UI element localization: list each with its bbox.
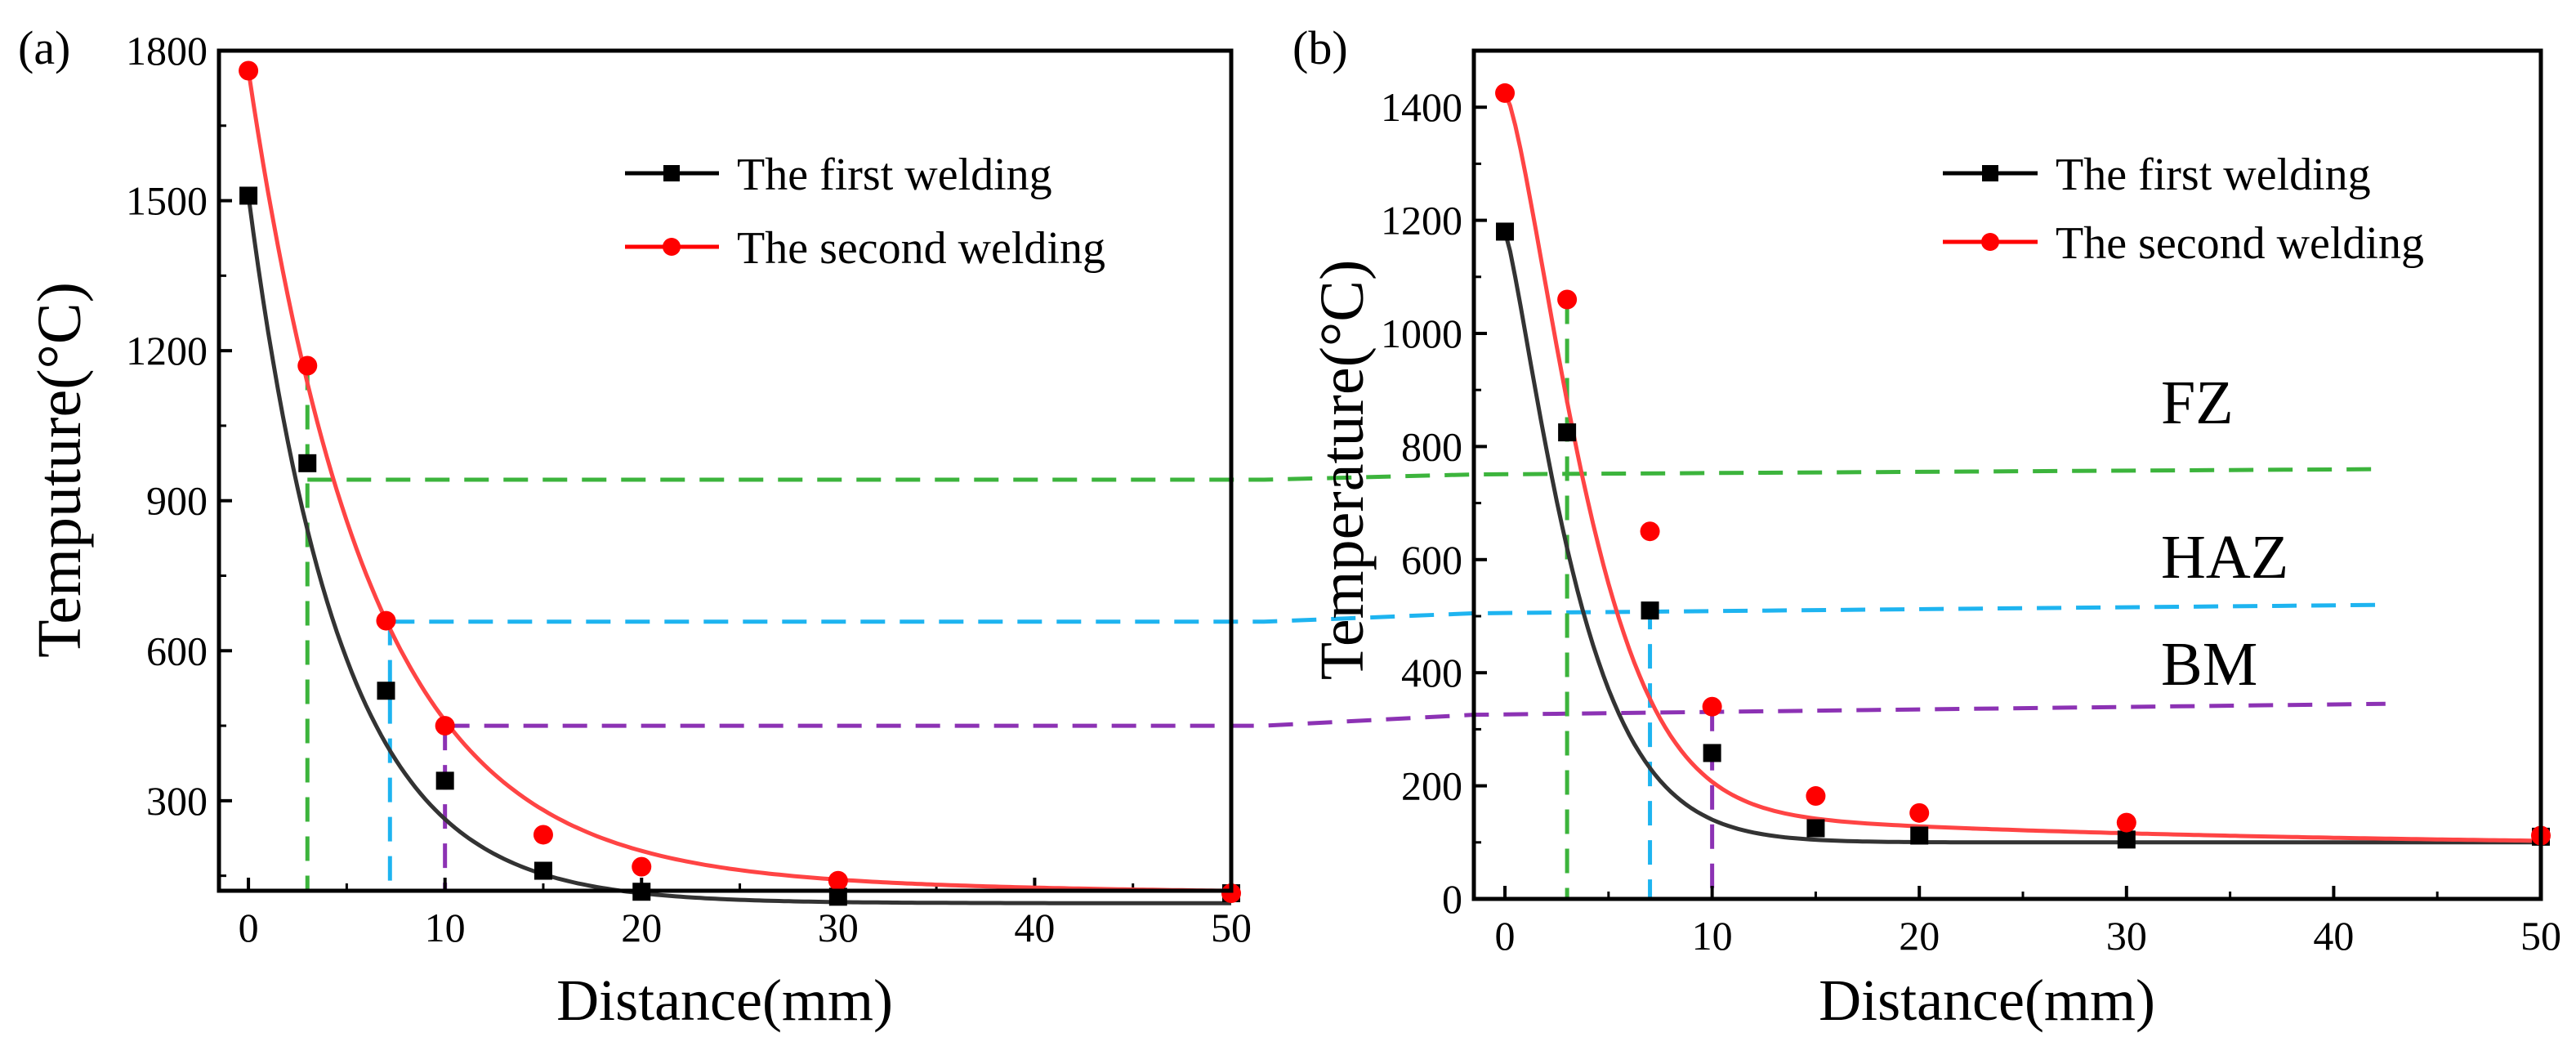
y-tick-label: 600 xyxy=(1401,537,1462,583)
x-tick-label: 30 xyxy=(818,905,859,950)
y-tick-label: 300 xyxy=(146,778,208,824)
y-tick-label: 1200 xyxy=(126,328,208,373)
data-point-first-welding xyxy=(2117,830,2136,849)
data-point-first-welding xyxy=(377,682,395,700)
x-tick-label: 0 xyxy=(239,905,259,950)
data-point-second-welding xyxy=(1640,521,1660,542)
data-point-first-welding xyxy=(1703,744,1721,762)
data-point-second-welding xyxy=(2116,812,2136,833)
y-tick-label: 400 xyxy=(1401,650,1462,695)
x-tick-label: 10 xyxy=(425,905,466,950)
x-tick-label: 10 xyxy=(1692,913,1733,959)
panel-a-label: (a) xyxy=(18,21,70,74)
data-point-second-welding xyxy=(297,355,318,376)
x-tick-label: 40 xyxy=(1014,905,1055,950)
panel-b-plot-frame xyxy=(1471,48,2543,901)
y-tick-label: 1500 xyxy=(126,178,208,224)
panel-a-legend-marker-second xyxy=(663,238,681,256)
data-point-first-welding xyxy=(1558,423,1577,442)
data-point-second-welding xyxy=(1557,289,1578,310)
panel-b-fit-curve-second xyxy=(1502,92,2541,843)
panel-b-fit-curves xyxy=(1502,92,2541,845)
panel-a-fit-curves xyxy=(246,70,1232,905)
y-tick-label: 600 xyxy=(146,628,208,673)
data-point-first-welding xyxy=(298,454,317,472)
data-point-second-welding xyxy=(1221,883,1241,904)
panel-a-fit-curve-second xyxy=(246,70,1232,893)
data-point-second-welding xyxy=(632,856,652,877)
y-tick-label: 1200 xyxy=(1381,198,1462,244)
data-point-first-welding xyxy=(239,186,258,205)
y-tick-label: 1800 xyxy=(126,28,208,74)
panel-a-x-axis-label: Distance(mm) xyxy=(556,968,893,1033)
zone-label-bm: BM xyxy=(2161,630,2257,699)
reference-line-haz xyxy=(390,602,2386,624)
data-point-second-welding xyxy=(239,60,259,81)
y-tick-label: 900 xyxy=(146,478,208,524)
data-point-first-welding xyxy=(1910,826,1929,845)
data-point-second-welding xyxy=(1702,696,1722,717)
panel-b-legend-text-second: The second welding xyxy=(2056,218,2424,269)
x-tick-label: 50 xyxy=(2520,913,2561,959)
data-point-second-welding xyxy=(1909,802,1930,823)
panel-a-legend-marker-first xyxy=(663,165,680,181)
panel-a-y-axis-label: Temputure(°C) xyxy=(25,282,94,658)
panel-a-legend: The first welding The second welding xyxy=(625,150,1105,274)
zone-label-fz: FZ xyxy=(2161,369,2234,437)
panel-b-ticks: 0 10 20 30 40 50 0 200 400 600 800 1000 1200 1400 xyxy=(1381,84,2561,959)
data-point-first-welding xyxy=(1641,601,1659,620)
panel-b-y-axis-label: Temperature(°C) xyxy=(1308,260,1377,681)
panel-a-data-marks xyxy=(239,60,1241,906)
y-tick-label: 1400 xyxy=(1381,84,1462,130)
x-tick-label: 20 xyxy=(1899,913,1940,959)
data-point-second-welding xyxy=(1806,786,1826,807)
panel-a-chart: (a) Temputure(°C) Distance(mm) 0 10 20 30 40… xyxy=(18,21,1252,1033)
panel-b-label: (b) xyxy=(1292,21,1348,74)
data-point-first-welding xyxy=(534,861,552,880)
data-point-second-welding xyxy=(533,825,553,845)
zone-label-haz: HAZ xyxy=(2161,523,2288,592)
panel-a-fit-curve-first xyxy=(246,195,1231,905)
y-tick-label: 1000 xyxy=(1381,311,1462,356)
panel-b-legend-marker-first xyxy=(1982,165,1998,181)
x-tick-label: 50 xyxy=(1211,905,1252,950)
y-tick-label: 0 xyxy=(1442,876,1462,922)
reference-line-fz xyxy=(307,467,2386,482)
panel-b-legend-text-first: The first welding xyxy=(2056,150,2371,200)
data-point-first-welding xyxy=(1806,819,1825,838)
data-point-first-welding xyxy=(435,771,454,790)
y-tick-label: 200 xyxy=(1401,763,1462,809)
x-tick-label: 30 xyxy=(2106,913,2147,959)
panel-b-chart: (b) Temperature(°C) Distance(mm) 0 10 20 30… xyxy=(1292,21,2561,1033)
panel-a-ticks: 0 10 20 30 40 50 300 600 900 1200 1500 1800 xyxy=(126,28,1252,950)
data-point-second-welding xyxy=(376,610,396,631)
x-tick-label: 40 xyxy=(2313,913,2354,959)
panel-b-legend-marker-second xyxy=(1981,233,1999,251)
data-point-second-welding xyxy=(435,716,455,736)
x-tick-label: 20 xyxy=(621,905,662,950)
reference-line-bm xyxy=(444,701,2386,728)
data-point-first-welding xyxy=(1496,222,1515,241)
panel-a-legend-text-second: The second welding xyxy=(737,223,1105,274)
panel-b-fit-curve-first xyxy=(1502,230,2541,845)
y-tick-label: 800 xyxy=(1401,423,1462,469)
panel-a-legend-text-first: The first welding xyxy=(737,150,1052,200)
data-point-second-welding xyxy=(1495,83,1516,103)
panel-b-legend: The first welding The second welding xyxy=(1943,150,2424,269)
panel-b-x-axis-label: Distance(mm) xyxy=(1819,968,2155,1033)
panel-b-data-marks xyxy=(1495,83,2551,849)
panel-a-plot-frame xyxy=(217,48,1234,893)
x-tick-label: 0 xyxy=(1495,913,1516,959)
data-point-second-welding xyxy=(828,870,848,891)
